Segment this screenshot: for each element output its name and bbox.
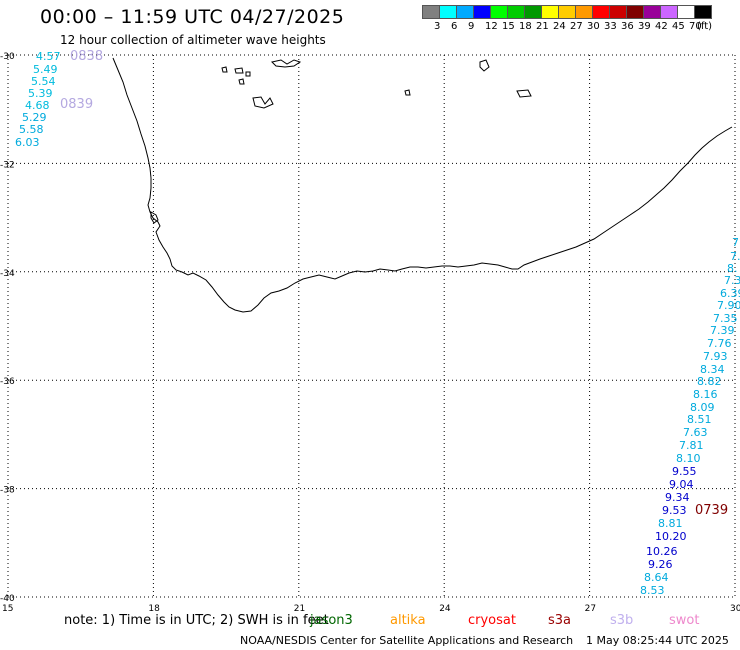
island-shape bbox=[234, 67, 244, 74]
track-swh-label: 8.53 bbox=[640, 584, 665, 597]
grid-lines bbox=[7, 54, 736, 598]
lat-tick-label: -38 bbox=[0, 486, 15, 496]
track-swh-label: 8. bbox=[727, 262, 738, 275]
satellite-legend-item: s3a bbox=[548, 613, 572, 628]
colorbar-tick-label: 39 bbox=[638, 21, 651, 32]
island-shape bbox=[479, 59, 490, 72]
colorbar-tick-label: 30 bbox=[587, 21, 600, 32]
colorbar-tick-label: 21 bbox=[536, 21, 549, 32]
lon-tick-label: 27 bbox=[585, 604, 596, 614]
colorbar-tick-label: 9 bbox=[468, 21, 475, 32]
colorbar-tick-label: 45 bbox=[672, 21, 685, 32]
coastline bbox=[112, 57, 733, 313]
track-swh-label: 8.10 bbox=[676, 452, 701, 465]
track-swh-label: 5.58 bbox=[19, 123, 44, 136]
track-swh-label: 8.34 bbox=[700, 363, 725, 376]
track-swh-label: 5.49 bbox=[33, 63, 58, 76]
track-swh-label: 8.64 bbox=[644, 571, 669, 584]
track-swh-label: 6.39 bbox=[720, 287, 740, 300]
lon-tick-label: 30 bbox=[730, 604, 740, 614]
colorbar-tick-label: 24 bbox=[553, 21, 566, 32]
islands bbox=[221, 59, 532, 109]
satellite-legend-item: s3b bbox=[610, 613, 634, 628]
colorbar-tick-label: 12 bbox=[485, 21, 498, 32]
track-swh-label: 8.81 bbox=[658, 517, 683, 530]
track-swh-label: 8.82 bbox=[697, 375, 722, 388]
island-shape bbox=[252, 96, 274, 109]
island-shape bbox=[221, 66, 228, 73]
track-swh-label: 7.90 bbox=[717, 299, 740, 312]
track-swh-label: 5.29 bbox=[22, 111, 47, 124]
satellite-legend-item: swot bbox=[669, 613, 700, 628]
track-swh-label: 7. bbox=[730, 250, 740, 263]
island-shape bbox=[271, 59, 302, 68]
colorbar-tick-label: 6 bbox=[451, 21, 458, 32]
track-swh-label: 8.16 bbox=[693, 388, 718, 401]
colorbar-tick-label: (ft) bbox=[697, 21, 713, 32]
axis-ticks: 15 18 21 24 27 30 -30 -32 -34 -36 -38 -40 bbox=[0, 52, 740, 614]
island-shape bbox=[245, 71, 251, 77]
island-shape bbox=[516, 89, 532, 98]
lat-tick-label: -30 bbox=[0, 52, 15, 62]
page-subtitle: 12 hour collection of altimeter wave hei… bbox=[60, 33, 326, 47]
track-swh-label: 5.39 bbox=[28, 87, 53, 100]
lon-tick-label: 18 bbox=[148, 604, 160, 614]
track-swh-label: 7.35 bbox=[713, 312, 738, 325]
track-swh-label: 9.55 bbox=[672, 465, 697, 478]
track-swh-label: 7.76 bbox=[707, 337, 732, 350]
track-time-label: 0739 bbox=[695, 503, 729, 518]
lat-tick-label: -36 bbox=[0, 377, 15, 387]
satellite-legend-item: altika bbox=[390, 613, 426, 628]
track-time-label: 0839 bbox=[60, 97, 94, 112]
track-swh-label: 7. bbox=[732, 236, 740, 249]
track-swh-label: 8.51 bbox=[687, 413, 712, 426]
track-swh-label: 7.63 bbox=[683, 426, 708, 439]
colorbar-tick-label: 18 bbox=[519, 21, 532, 32]
track-swh-label: 9.53 bbox=[662, 504, 687, 517]
colorbar-tick-label: 27 bbox=[570, 21, 583, 32]
footer-note: note: 1) Time is in UTC; 2) SWH is in fe… bbox=[64, 613, 329, 628]
track-swh-label: 9.34 bbox=[665, 491, 690, 504]
colorbar-tick-label: 3 bbox=[434, 21, 441, 32]
colorbar-tick-label: 33 bbox=[604, 21, 617, 32]
track-swh-label: 10.20 bbox=[655, 530, 687, 543]
colorbar-tick-label: 15 bbox=[502, 21, 515, 32]
track-swh-label: 7.3 bbox=[724, 274, 740, 287]
track-swh-label: 4.68 bbox=[25, 99, 50, 112]
lat-tick-label: -40 bbox=[0, 594, 15, 604]
credit-line: NOAA/NESDIS Center for Satellite Applica… bbox=[240, 634, 574, 647]
lat-tick-label: -32 bbox=[0, 160, 15, 170]
track-time-label: 0838 bbox=[70, 49, 104, 64]
track-swh-label: 7.93 bbox=[703, 350, 728, 363]
track-swh-label: 7.39 bbox=[710, 324, 735, 337]
satellite-legend-item: cryosat bbox=[468, 613, 516, 628]
generated-timestamp: 1 May 08:25:44 UTC 2025 bbox=[586, 634, 729, 647]
island-shape bbox=[404, 89, 411, 96]
colorbar-tick-label: 42 bbox=[655, 21, 668, 32]
lon-tick-label: 21 bbox=[294, 604, 305, 614]
track-swh-label: 10.26 bbox=[646, 545, 678, 558]
lon-tick-label: 24 bbox=[439, 604, 451, 614]
track-swh-label: 5.54 bbox=[31, 75, 56, 88]
lat-tick-label: -34 bbox=[0, 269, 15, 279]
colorbar-swatch bbox=[694, 5, 712, 19]
colorbar-tick-label: 70 bbox=[689, 21, 702, 32]
track-swh-label: 7.81 bbox=[679, 439, 704, 452]
page-title: 00:00 – 11:59 UTC 04/27/2025 bbox=[40, 6, 345, 28]
coast-inlet bbox=[150, 211, 159, 224]
island-shape bbox=[238, 78, 245, 85]
colorbar-tick-label: 36 bbox=[621, 21, 634, 32]
track-swh-label: 4.57 bbox=[36, 50, 61, 63]
track-swh-label: 9.26 bbox=[648, 558, 673, 571]
track-swh-label: 8.09 bbox=[690, 401, 715, 414]
track-swh-label: 9.04 bbox=[669, 478, 694, 491]
satellite-legend-item: jason3 bbox=[310, 613, 353, 628]
lon-tick-label: 15 bbox=[2, 604, 13, 614]
track-swh-label: 6.03 bbox=[15, 136, 40, 149]
